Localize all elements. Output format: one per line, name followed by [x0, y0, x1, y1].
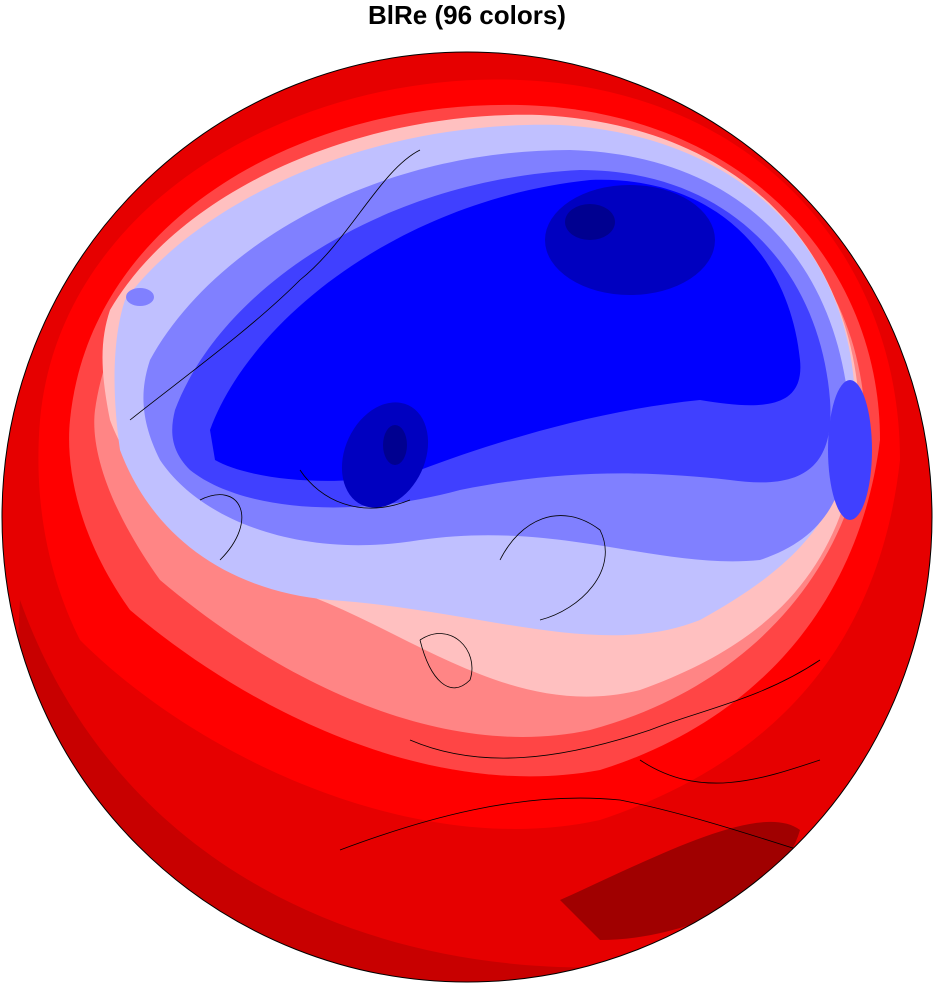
globe-outline — [1, 51, 933, 983]
band-blue-spot — [126, 288, 154, 306]
band-dark-red — [2, 600, 932, 982]
band-navy-core — [545, 185, 715, 295]
band-blue-east — [828, 380, 872, 520]
band-darkest-core-2 — [383, 425, 407, 465]
globe — [2, 52, 932, 982]
band-darkest-red — [560, 821, 800, 940]
map-title: BlRe (96 colors) — [368, 0, 566, 30]
band-darkest-core — [565, 204, 615, 240]
